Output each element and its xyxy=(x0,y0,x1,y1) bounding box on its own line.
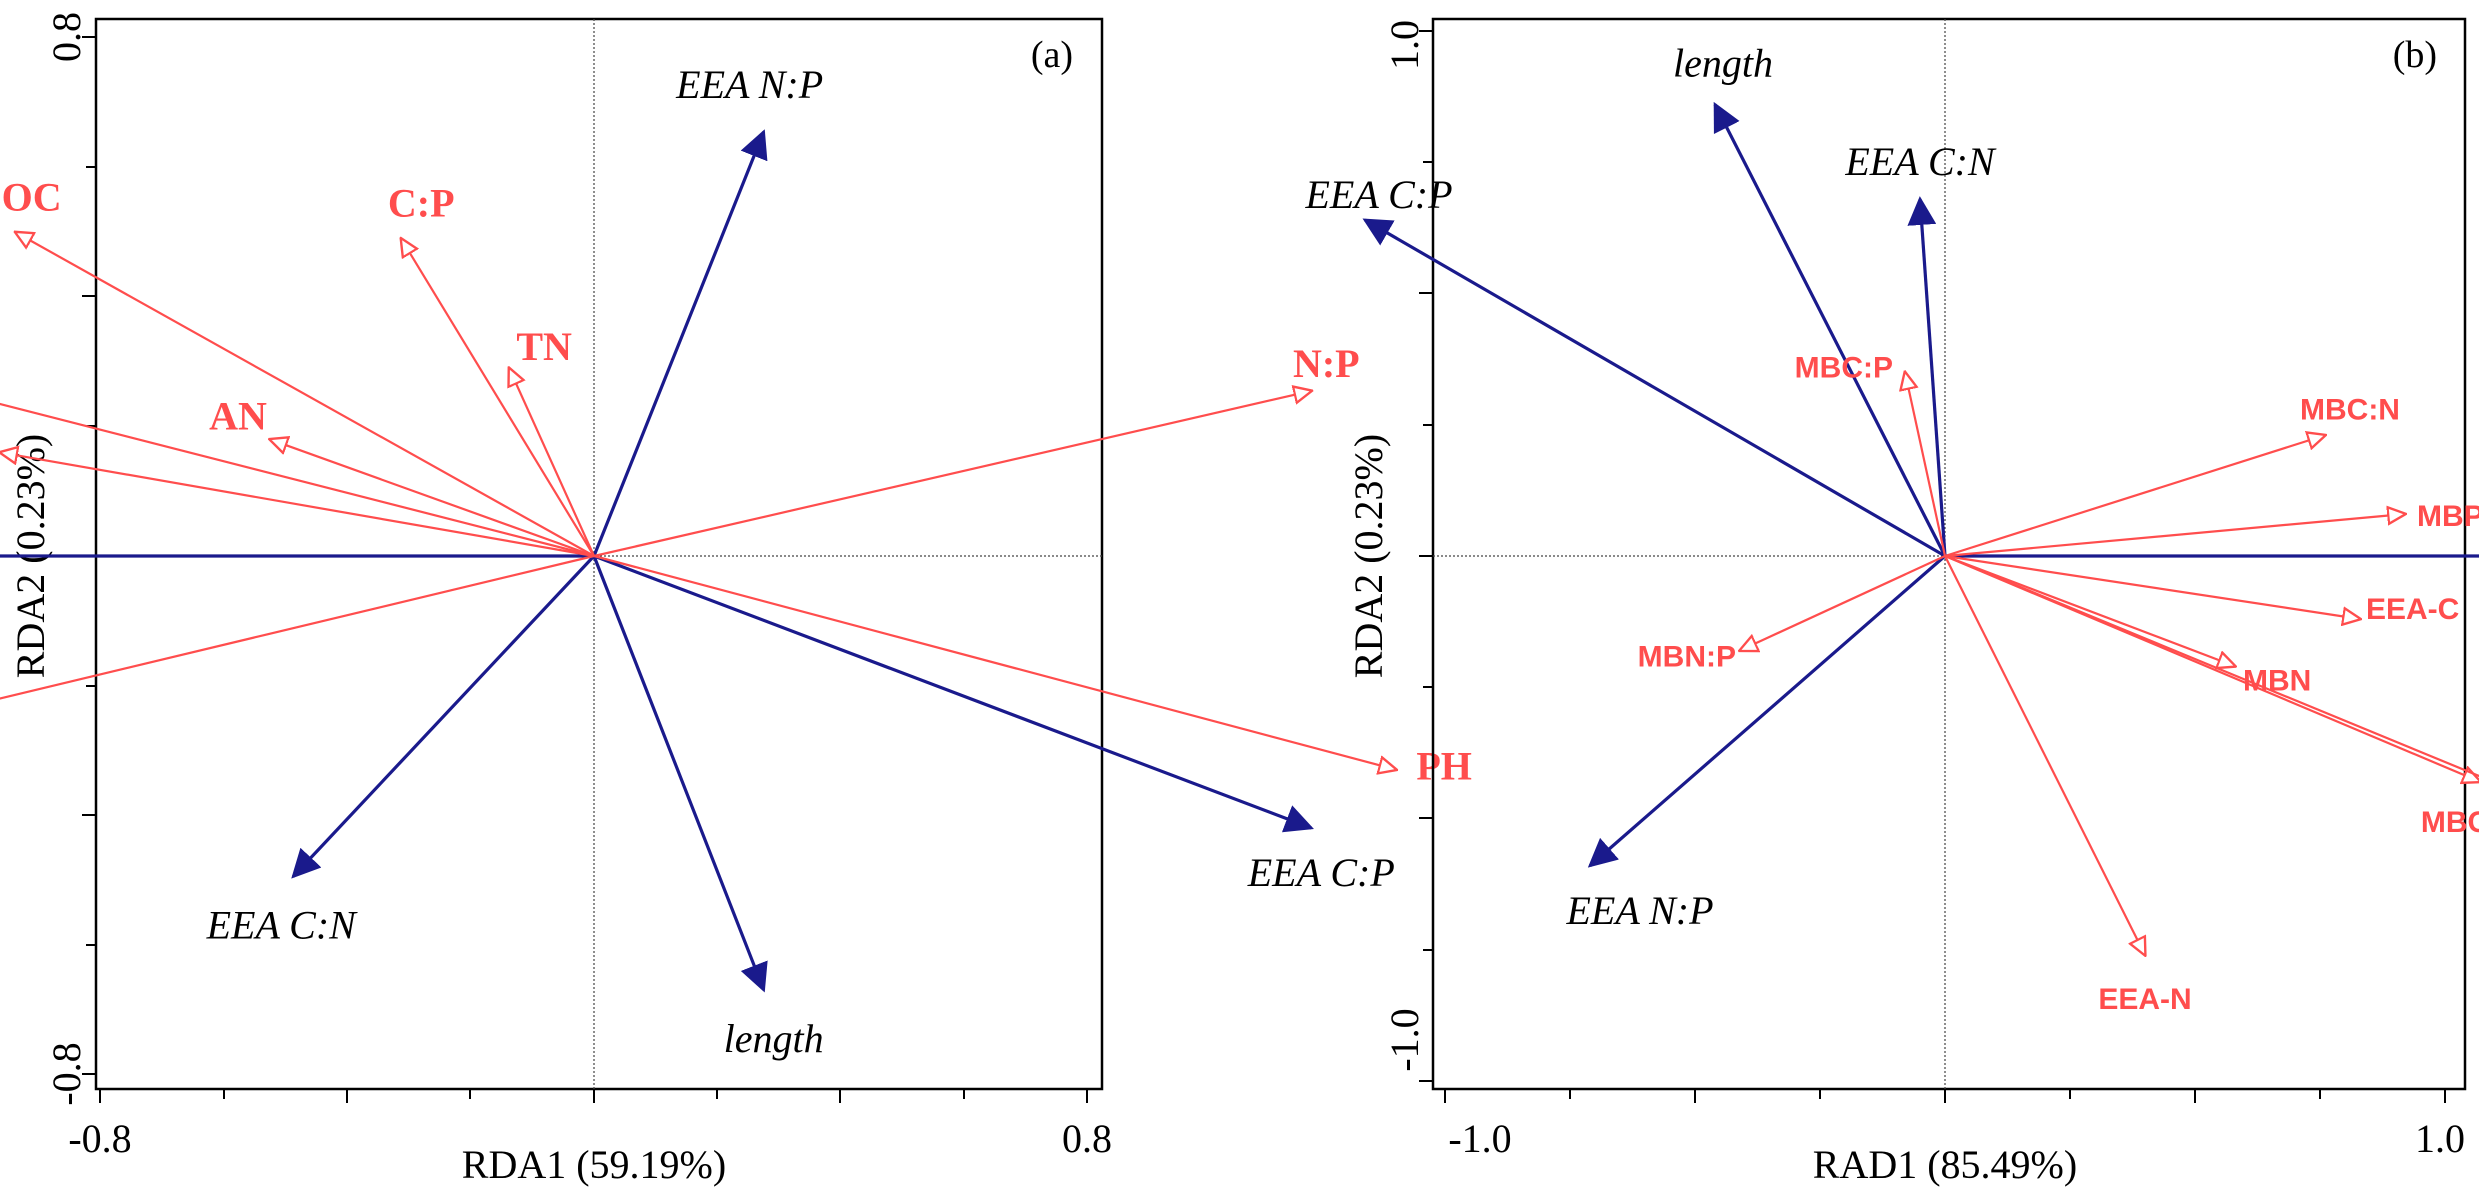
vector-eea-c-n xyxy=(291,554,596,879)
vector-mbn-p xyxy=(1740,555,1946,651)
vector-eea-n-p xyxy=(592,129,768,557)
label-an: AN xyxy=(209,393,267,438)
vector-an xyxy=(270,439,595,558)
label-mbc-p: MBC:P xyxy=(1795,351,1893,384)
label-eea-c-n: EEA C:N xyxy=(206,903,359,948)
y-tick-label-min: -1.0 xyxy=(1382,1008,1427,1071)
vector-length xyxy=(1713,101,1947,557)
label-eea-c: EEA-C xyxy=(2366,593,2459,626)
plot-frame xyxy=(1431,17,2467,1091)
label-c-p: C:P xyxy=(388,181,455,226)
panel-label: (b) xyxy=(2393,34,2437,76)
vector-eea-c-n xyxy=(1907,196,1947,557)
vector-eea-c-p xyxy=(593,554,1314,833)
plot-frame xyxy=(94,17,1104,1091)
label-mbp: MBP xyxy=(2417,500,2479,533)
vector-tp xyxy=(0,402,595,558)
x-axis-label: RDA1 (59.19%) xyxy=(462,1142,726,1187)
vector-ap xyxy=(0,554,595,700)
label-tn: TN xyxy=(516,324,572,369)
y-tick-label-max: 0.8 xyxy=(44,12,89,62)
vector-c-p xyxy=(401,239,595,557)
x-ticks xyxy=(1444,1089,2446,1103)
x-tick-label-min: -0.8 xyxy=(68,1116,131,1161)
y-axis-label: RDA2 (0.23%) xyxy=(1346,434,1391,678)
vector-mbn xyxy=(1944,554,2235,666)
x-tick-label-min: -1.0 xyxy=(1448,1116,1511,1161)
vector-tn xyxy=(509,368,596,557)
label-mbc: MBC xyxy=(2421,806,2479,839)
vector-ph xyxy=(593,554,1396,770)
x-tick-label-max: 1.0 xyxy=(2415,1116,2465,1161)
label-eea-c-p: EEA C:P xyxy=(1247,850,1395,895)
vector-mbp xyxy=(1944,514,2405,558)
label-n-p: N:P xyxy=(1293,341,1360,386)
y-ticks xyxy=(1419,30,1433,1082)
vector-n-p xyxy=(593,391,1311,558)
label-eea-n-p: EEA N:P xyxy=(1565,888,1713,933)
vector-eea-c-p xyxy=(1362,218,1946,558)
x-ticks xyxy=(99,1089,1088,1103)
vector-c-n xyxy=(0,452,595,558)
vector-eea-n xyxy=(1944,555,2145,955)
panel-b: -1.0 1.0 1.0 -1.0 RAD1 (85.49%) RDA2 (0.… xyxy=(1304,17,2479,1187)
x-tick-label-max: 0.8 xyxy=(1062,1116,1112,1161)
panel-label: (a) xyxy=(1031,34,1073,76)
label-eea-n-p: EEA N:P xyxy=(675,62,823,107)
vector-length xyxy=(592,555,768,993)
vector-eea-n-p xyxy=(1587,554,1947,868)
vector-eea-c xyxy=(1944,554,2360,619)
vector-soc xyxy=(16,232,595,557)
y-tick-label-max: 1.0 xyxy=(1382,20,1427,70)
panel-a: -0.8 0.8 0.8 -0.8 RDA1 (59.19%) RDA2 (0.… xyxy=(0,12,1472,1187)
label-eea-n: EEA-N xyxy=(2098,983,2191,1016)
vector-mbc-p xyxy=(1905,372,1947,557)
label-eea-c-p: EEA C:P xyxy=(1304,172,1452,217)
label-length: length xyxy=(724,1016,824,1061)
label-soc: SOC xyxy=(0,174,62,219)
label-ph: PH xyxy=(1416,744,1472,789)
label-length: length xyxy=(1673,41,1773,86)
label-mbc-n: MBC:N xyxy=(2300,393,2400,426)
label-eea-c-n: EEA C:N xyxy=(1844,139,1997,184)
x-axis-label: RAD1 (85.49%) xyxy=(1813,1142,2077,1187)
y-tick-label-min: -0.8 xyxy=(44,1042,89,1105)
label-mbn-p: MBN:P xyxy=(1638,641,1736,674)
vector-mbc-n xyxy=(1944,435,2325,558)
vector-eea-p xyxy=(1944,554,2479,778)
